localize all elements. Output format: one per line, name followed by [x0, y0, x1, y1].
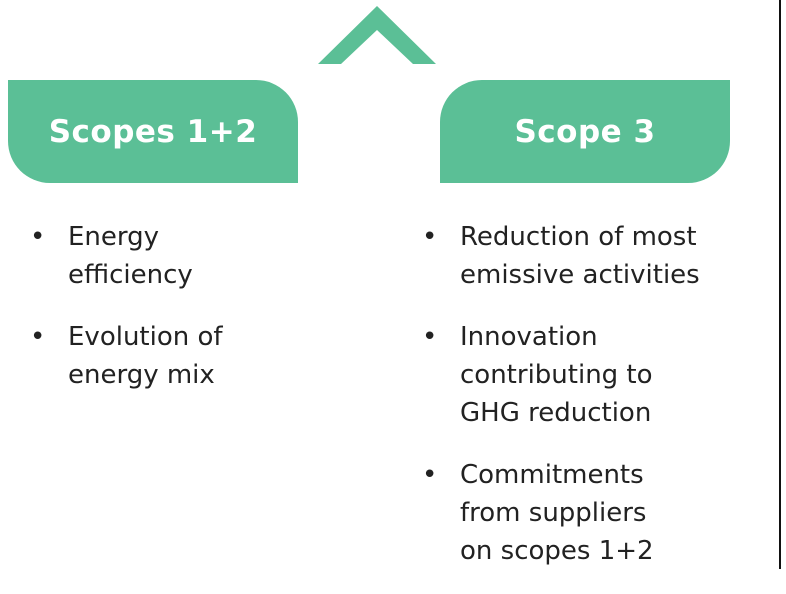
chevron: [318, 6, 436, 64]
bullet-text: on scopes 1+2: [460, 536, 654, 566]
bullet-text: emissive activities: [460, 260, 700, 290]
bullet-text: from suppliers: [460, 498, 647, 528]
bullet-list: Energy efficiency Evolution of energy mix: [30, 218, 223, 418]
bullet-text: GHG reduction: [460, 398, 652, 428]
bullet-text: efficiency: [68, 260, 193, 290]
bullet-item: Energy efficiency: [30, 218, 223, 294]
bullet-text: contributing to: [460, 360, 653, 390]
bullet-item: Evolution of energy mix: [30, 318, 223, 394]
bullet-text: Commitments: [460, 460, 644, 490]
bullet-list: Reduction of most emissive activities Inno…: [422, 218, 700, 594]
bullet-text: Evolution of: [68, 322, 223, 352]
bullet-item: Reduction of most emissive activities: [422, 218, 700, 294]
bullet-text: Innovation: [460, 322, 598, 352]
scope-box: Scope 3: [440, 80, 730, 183]
chevron-shape: [318, 6, 436, 64]
border-line: [779, 0, 781, 569]
bullet-item: Commitments from suppliers on scopes 1+2: [422, 456, 700, 570]
scope-box: Scopes 1+2: [8, 80, 298, 183]
bullet-text: Energy: [68, 222, 160, 252]
bullet-text: energy mix: [68, 360, 215, 390]
bullet-text: Reduction of most: [460, 222, 697, 252]
bullet-item: Innovation contributing to GHG reduction: [422, 318, 700, 432]
slide: Scopes 1+2 Scope 3 Energy efficiency Evolu…: [0, 0, 786, 569]
